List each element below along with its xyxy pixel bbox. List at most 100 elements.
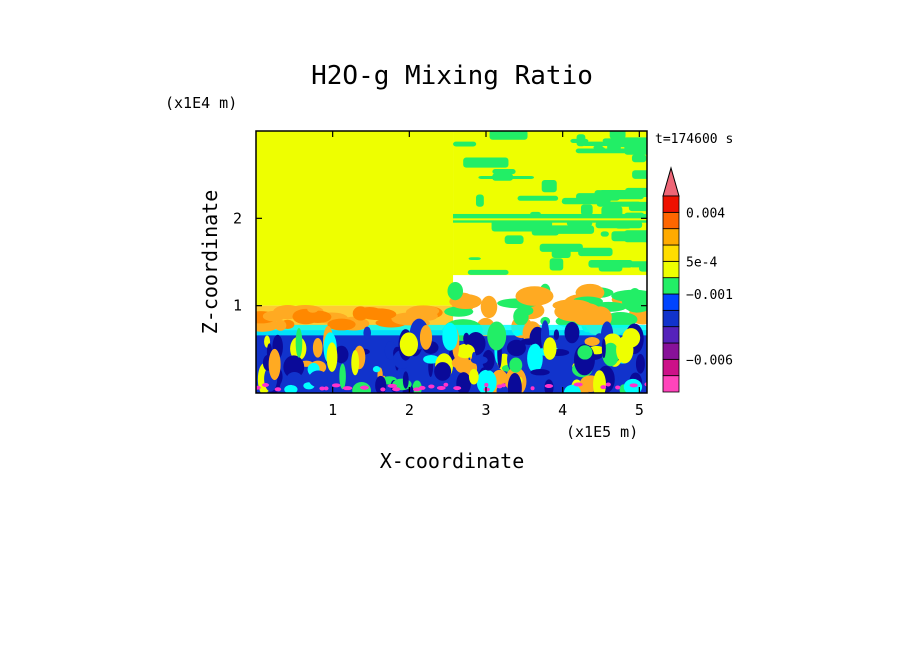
field-turbulence-blob bbox=[468, 368, 479, 385]
field-turbulence-blob bbox=[564, 321, 580, 344]
field-green-streak bbox=[517, 195, 559, 201]
colorbar-swatch bbox=[662, 326, 680, 344]
field-surface-speck bbox=[453, 386, 462, 391]
field-surface-speck bbox=[256, 385, 261, 390]
field-turbulence-blob bbox=[470, 355, 488, 365]
field-region-upper-left-uniform bbox=[256, 131, 454, 306]
x-tick-label: 2 bbox=[405, 401, 414, 419]
field-turbulence-blob bbox=[295, 328, 303, 358]
field-turbulence-blob bbox=[476, 369, 497, 393]
field-turbulence-blob bbox=[616, 336, 634, 364]
field-orange-blob bbox=[360, 306, 380, 314]
y-axis-title: Z-coordinate bbox=[198, 190, 222, 335]
field-surface-speck bbox=[342, 386, 353, 391]
field-surface-speck bbox=[262, 382, 269, 387]
field-turbulence-blob bbox=[375, 375, 387, 393]
field-turbulence-blob bbox=[506, 339, 526, 357]
plot-frame bbox=[255, 130, 648, 394]
time-label: t=174600 s bbox=[655, 132, 733, 147]
y-unit-label: (x1E4 m) bbox=[165, 94, 237, 112]
field-turbulence-blob bbox=[602, 342, 620, 367]
field-turbulence-blob bbox=[455, 343, 475, 359]
field-turbulence-blob bbox=[527, 343, 543, 373]
field-surface-speck bbox=[387, 383, 398, 388]
colorbar-swatch bbox=[662, 375, 680, 393]
field-green-streak bbox=[609, 131, 626, 139]
field-green-streak bbox=[575, 148, 633, 154]
field-turbulence-blob bbox=[434, 362, 452, 381]
x-tick-label: 5 bbox=[635, 401, 644, 419]
field-turbulence-blob bbox=[363, 326, 372, 340]
field-turbulence-blob bbox=[513, 329, 522, 337]
field-green-streak bbox=[612, 137, 647, 148]
field-orange-blob bbox=[327, 318, 356, 331]
colorbar-label: −0.006 bbox=[686, 353, 733, 368]
colorbar-label: 0.004 bbox=[686, 206, 725, 221]
field-turbulence-blob bbox=[326, 342, 338, 372]
colorbar-label: −0.001 bbox=[686, 288, 733, 303]
field-green-streak bbox=[601, 206, 623, 217]
field-turbulence-blob bbox=[283, 355, 305, 379]
field-turbulence-blob bbox=[520, 338, 537, 345]
colorbar-swatch bbox=[662, 277, 680, 295]
field-band-blob bbox=[513, 307, 529, 326]
field-turbulence-blob bbox=[584, 337, 600, 346]
field-turbulence-blob bbox=[286, 371, 303, 386]
field-green-streak bbox=[632, 170, 647, 179]
field-green-streak bbox=[475, 194, 484, 207]
colorbar-swatch bbox=[662, 309, 680, 328]
y-tick-label: 1 bbox=[233, 297, 242, 315]
field-green-streak bbox=[578, 247, 613, 257]
field-surface-speck bbox=[428, 384, 435, 389]
field-turbulence-blob bbox=[543, 337, 557, 360]
field-green-streak bbox=[489, 131, 528, 140]
field-green-streak bbox=[492, 173, 513, 181]
field-surface-speck bbox=[274, 387, 282, 392]
field-turbulence-blob bbox=[507, 373, 522, 393]
field-turbulence-blob bbox=[593, 370, 606, 393]
field-green-streak bbox=[492, 168, 516, 175]
field-surface-speck bbox=[323, 386, 329, 391]
field-surface-speck bbox=[483, 387, 490, 392]
field-turbulence-blob bbox=[312, 337, 323, 358]
field-turbulence-blob bbox=[577, 345, 593, 360]
field-turbulence-blob bbox=[456, 372, 471, 393]
field-surface-speck bbox=[501, 383, 506, 388]
field-turbulence-blob bbox=[463, 332, 470, 345]
colorbar-swatch bbox=[662, 195, 680, 213]
x-axis: 1 2 3 4 5 bbox=[328, 131, 644, 419]
field-turbulence-blob bbox=[352, 381, 371, 393]
y-tick-label: 2 bbox=[233, 209, 242, 227]
field-green-streak bbox=[570, 138, 589, 143]
field-surface-speck bbox=[615, 385, 621, 390]
field-green-streak bbox=[463, 157, 509, 168]
field-orange-blob bbox=[304, 310, 332, 324]
colorbar-arrow bbox=[662, 166, 680, 197]
field-turbulence-blob bbox=[308, 370, 328, 388]
field-band-blob bbox=[444, 306, 474, 317]
field-turbulence-blob bbox=[601, 338, 606, 359]
field-turbulence-blob bbox=[334, 345, 349, 364]
mixing-ratio-field bbox=[256, 131, 647, 393]
field-turbulence-blob bbox=[635, 354, 645, 374]
field-surface-speck bbox=[600, 385, 607, 390]
field-turbulence-blob bbox=[530, 369, 550, 376]
field-band-blob bbox=[480, 295, 498, 319]
field-turbulence-blob bbox=[351, 349, 360, 376]
field-green-streak bbox=[453, 141, 477, 147]
field-band-blob bbox=[447, 281, 464, 301]
colorbar-swatch bbox=[662, 358, 680, 377]
x-tick-label: 3 bbox=[481, 401, 490, 419]
field-turbulence-blob bbox=[372, 366, 381, 373]
field-green-streak bbox=[598, 263, 623, 272]
field-green-streak bbox=[580, 204, 593, 216]
field-surface-speck bbox=[605, 382, 611, 387]
field-orange-blob bbox=[307, 305, 319, 313]
field-band-blob bbox=[622, 291, 647, 313]
field-surface-speck bbox=[629, 383, 638, 388]
field-turbulence-blob bbox=[419, 325, 433, 350]
field-green-streak bbox=[504, 235, 524, 244]
field-turbulence-blob bbox=[563, 384, 582, 393]
x-tick-label: 4 bbox=[558, 401, 567, 419]
